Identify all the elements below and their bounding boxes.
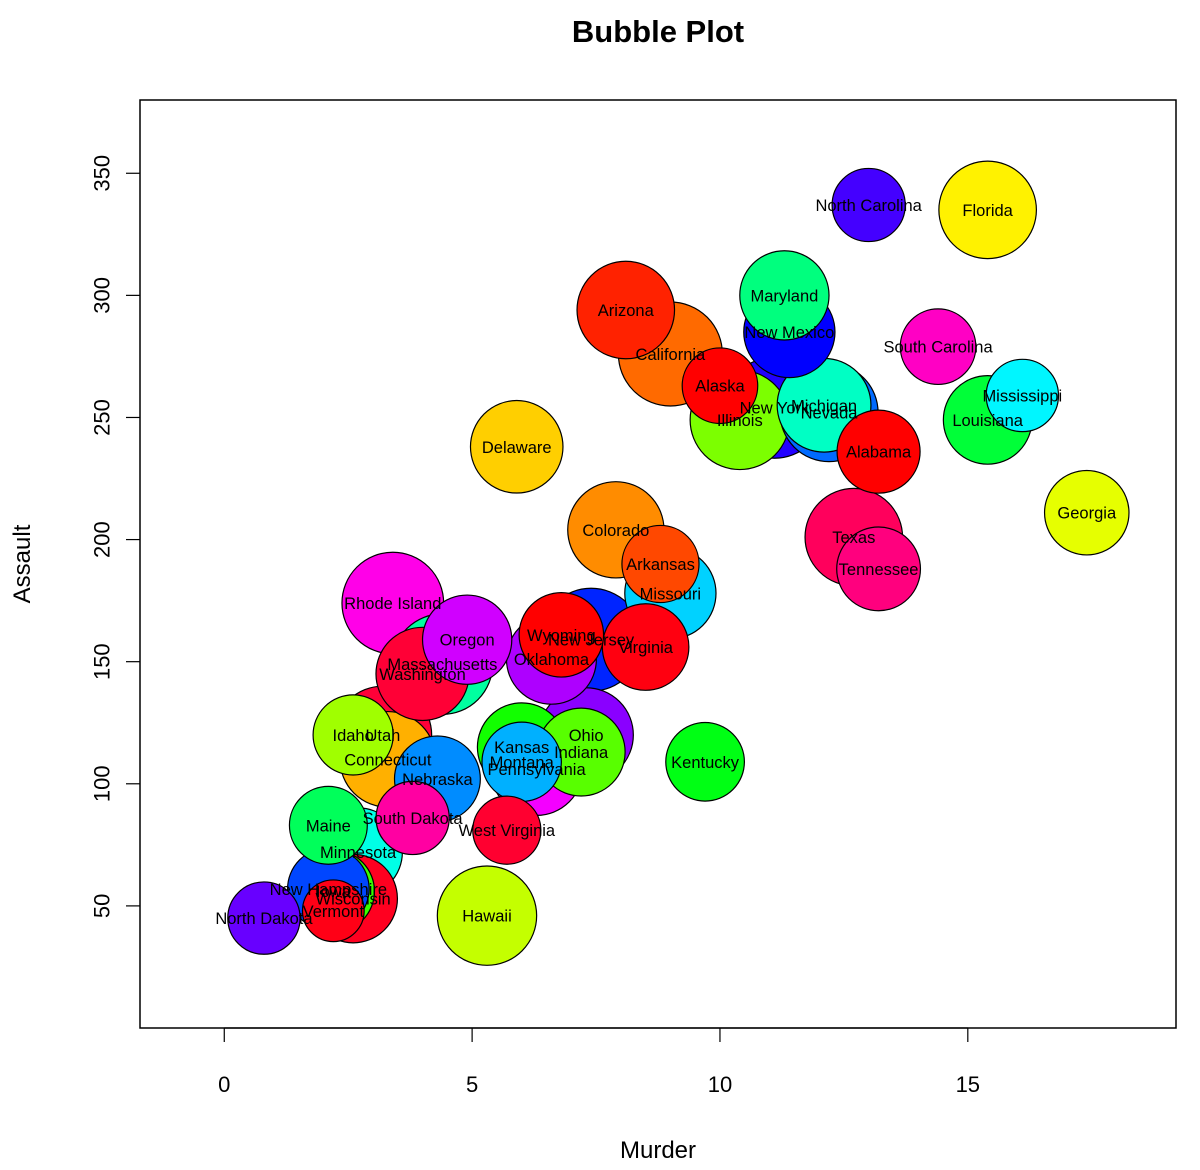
label-ohio: Ohio — [569, 727, 604, 745]
bubble-arizona — [576, 260, 676, 360]
label-georgia: Georgia — [1057, 505, 1117, 523]
label-mississippi: Mississippi — [982, 387, 1062, 405]
bubble-layer — [227, 160, 1130, 966]
label-south-carolina: South Carolina — [883, 339, 993, 357]
label-south-dakota: South Dakota — [363, 810, 464, 828]
label-west-virginia: West Virginia — [459, 822, 556, 840]
bubble-kentucky — [665, 721, 746, 802]
label-new-jersey: New Jersey — [548, 632, 635, 650]
label-new-hampshire: New Hampshire — [270, 881, 387, 899]
label-rhode-island: Rhode Island — [344, 595, 441, 613]
x-axis-title: Murder — [620, 1137, 696, 1164]
y-tick-label: 100 — [90, 765, 115, 802]
bubble-mississippi — [985, 358, 1060, 433]
label-nevada: Nevada — [801, 405, 859, 423]
label-nebraska: Nebraska — [402, 771, 473, 789]
chart-title: Bubble Plot — [572, 14, 744, 49]
label-louisiana: Louisiana — [952, 412, 1023, 430]
x-tick-label: 15 — [956, 1072, 980, 1097]
bubble-delaware — [469, 399, 564, 494]
label-vermont: Vermont — [303, 903, 365, 921]
bubble-hawaii — [436, 865, 538, 966]
label-alabama: Alabama — [846, 444, 912, 462]
x-tick-label: 0 — [218, 1072, 230, 1097]
y-axis: 50 100 150 200 250 300 350 — [90, 155, 140, 918]
label-new-york: New York — [740, 400, 810, 418]
label-wisconsin: Wisconsin — [316, 891, 391, 909]
bubble-south-dakota — [375, 780, 450, 856]
bubble-west-virginia — [472, 795, 542, 865]
bubble-maryland — [739, 250, 830, 341]
label-delaware: Delaware — [482, 439, 552, 457]
bubble-arkansas — [621, 524, 700, 604]
x-tick-label: 10 — [708, 1072, 732, 1097]
bubble-north-dakota — [227, 881, 301, 955]
y-tick-label: 200 — [90, 521, 115, 558]
bubble-maine — [288, 785, 368, 865]
bubble-wyoming — [518, 592, 605, 678]
label-minnesota: Minnesota — [320, 844, 397, 862]
y-axis-title: Assault — [9, 524, 36, 603]
bubble-label-layer: Alabama Alaska Arizona Arkansas California Co… — [215, 197, 1117, 928]
bubble-oregon — [421, 594, 513, 685]
label-pennsylvania: Pennsylvania — [487, 761, 586, 779]
label-kentucky: Kentucky — [671, 754, 740, 772]
label-new-mexico: New Mexico — [744, 324, 834, 342]
label-iowa: Iowa — [316, 883, 352, 901]
x-tick-label: 5 — [466, 1072, 478, 1097]
y-tick-label: 150 — [90, 643, 115, 680]
label-texas: Texas — [832, 529, 875, 547]
label-florida: Florida — [962, 202, 1013, 220]
label-montana: Montana — [490, 754, 555, 772]
label-oregon: Oregon — [440, 632, 495, 650]
bubble-tennessee — [836, 526, 922, 612]
label-utah: Utah — [365, 727, 400, 745]
label-tennessee: Tennessee — [839, 561, 919, 579]
label-colorado: Colorado — [582, 522, 649, 540]
bubble-florida — [938, 160, 1037, 260]
bubble-vermont — [301, 879, 365, 943]
label-massachusetts: Massachusetts — [387, 656, 497, 674]
label-wyoming: Wyoming — [527, 627, 596, 645]
label-maine: Maine — [306, 817, 351, 835]
label-maryland: Maryland — [750, 287, 818, 305]
label-washington: Washington — [379, 666, 466, 684]
label-idaho: Idaho — [332, 727, 373, 745]
label-michigan: Michigan — [791, 397, 857, 415]
bubble-south-carolina — [899, 308, 977, 386]
label-arkansas: Arkansas — [626, 556, 695, 574]
label-missouri: Missouri — [640, 585, 701, 603]
label-kansas: Kansas — [494, 739, 549, 757]
y-tick-label: 300 — [90, 277, 115, 314]
label-illinois: Illinois — [717, 412, 763, 430]
label-alaska: Alaska — [695, 378, 745, 396]
label-indiana: Indiana — [554, 744, 609, 762]
label-north-carolina: North Carolina — [815, 197, 922, 215]
y-tick-label: 50 — [90, 894, 115, 918]
bubble-north-carolina — [831, 167, 906, 243]
x-axis: 0 5 10 15 — [218, 1027, 980, 1097]
label-arizona: Arizona — [598, 302, 655, 320]
bubble-georgia — [1043, 469, 1130, 556]
label-virginia: Virginia — [618, 639, 674, 657]
label-connecticut: Connecticut — [344, 751, 432, 769]
label-hawaii: Hawaii — [462, 908, 512, 926]
label-california: California — [636, 346, 707, 364]
bubble-alaska — [681, 347, 759, 425]
bubble-alabama — [836, 409, 921, 494]
label-north-dakota: North Dakota — [215, 910, 313, 928]
y-tick-label: 250 — [90, 399, 115, 436]
label-oklahoma: Oklahoma — [514, 651, 590, 669]
y-tick-label: 350 — [90, 155, 115, 192]
bubble-idaho — [312, 694, 394, 776]
